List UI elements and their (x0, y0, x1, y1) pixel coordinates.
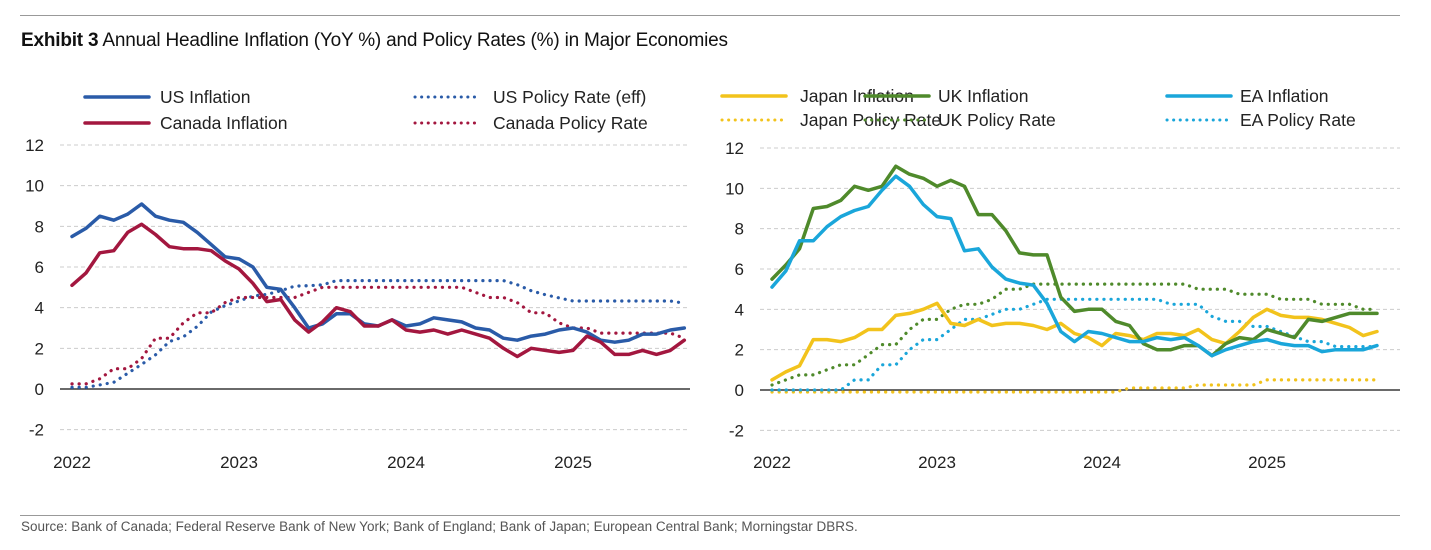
legend-label: EA Inflation (1240, 86, 1329, 106)
series-line-canada-inflation (70, 222, 687, 359)
bottom-rule (20, 515, 1400, 516)
y-tick-label: 2 (735, 341, 744, 360)
y-tick-label: 6 (735, 260, 744, 279)
series-line-ea-policy-rate (770, 297, 1379, 392)
x-tick-label: 2023 (220, 453, 258, 472)
legend-label: US Policy Rate (eff) (493, 87, 646, 107)
series-line-uk-inflation (770, 164, 1379, 358)
exhibit-number: Exhibit 3 (21, 30, 99, 51)
legend-label: UK Policy Rate (938, 110, 1056, 130)
x-tick-label: 2023 (918, 453, 956, 472)
source-note: Source: Bank of Canada; Federal Reserve … (21, 519, 858, 534)
series-line-ea-inflation (770, 174, 1379, 358)
legend: US Inflation Canada Inflation US Policy Ra… (83, 87, 648, 133)
y-tick-label: 10 (725, 179, 744, 198)
y-tick-label: 4 (35, 299, 44, 318)
x-tick-label: 2022 (753, 453, 791, 472)
x-tick-label: 2025 (1248, 453, 1286, 472)
series-line-japan-policy-rate (770, 378, 1379, 394)
top-rule (20, 15, 1400, 16)
y-tick-label: 0 (735, 381, 744, 400)
y-tick-label: 12 (725, 139, 744, 158)
x-tick-label: 2022 (53, 453, 91, 472)
chart-panel-2: 12 10 8 6 4 2 0 -2 2022 2023 2024 2025 Japan Inflati… (720, 86, 1400, 472)
legend-label: EA Policy Rate (1240, 110, 1356, 130)
y-tick-label: 2 (35, 339, 44, 358)
exhibit-title: Exhibit 3 Annual Headline Inflation (YoY… (21, 30, 728, 52)
x-tick-label: 2025 (554, 453, 592, 472)
y-tick-label: 8 (35, 217, 44, 236)
y-tick-label: 12 (25, 136, 44, 155)
y-tick-label: 10 (25, 177, 44, 196)
x-tick-label: 2024 (1083, 453, 1121, 472)
legend: Japan Inflation UK Inflation EA InflationJ… (720, 86, 1356, 130)
y-tick-label: 0 (35, 380, 44, 399)
legend-label: Japan Inflation (800, 86, 914, 106)
legend-label: US Inflation (160, 87, 250, 107)
y-tick-label: 4 (735, 300, 744, 319)
series-line-canada-policy-rate (70, 285, 686, 386)
x-tick-label: 2024 (387, 453, 425, 472)
chart-panel-1: 12 10 8 6 4 2 0 -2 2022 2023 2024 2025 US Inflation C… (25, 87, 690, 472)
series-line-japan-inflation (770, 301, 1379, 382)
legend-label: Canada Policy Rate (493, 113, 648, 133)
y-tick-label: 8 (735, 220, 744, 239)
exhibit-title-text: Annual Headline Inflation (YoY %) and Po… (102, 30, 728, 51)
y-tick-label: 6 (35, 258, 44, 277)
y-tick-label: -2 (29, 421, 44, 440)
legend-label: Canada Inflation (160, 113, 287, 133)
y-tick-label: -2 (729, 421, 744, 440)
series-line-us-inflation (70, 202, 687, 344)
legend-label: UK Inflation (938, 86, 1028, 106)
